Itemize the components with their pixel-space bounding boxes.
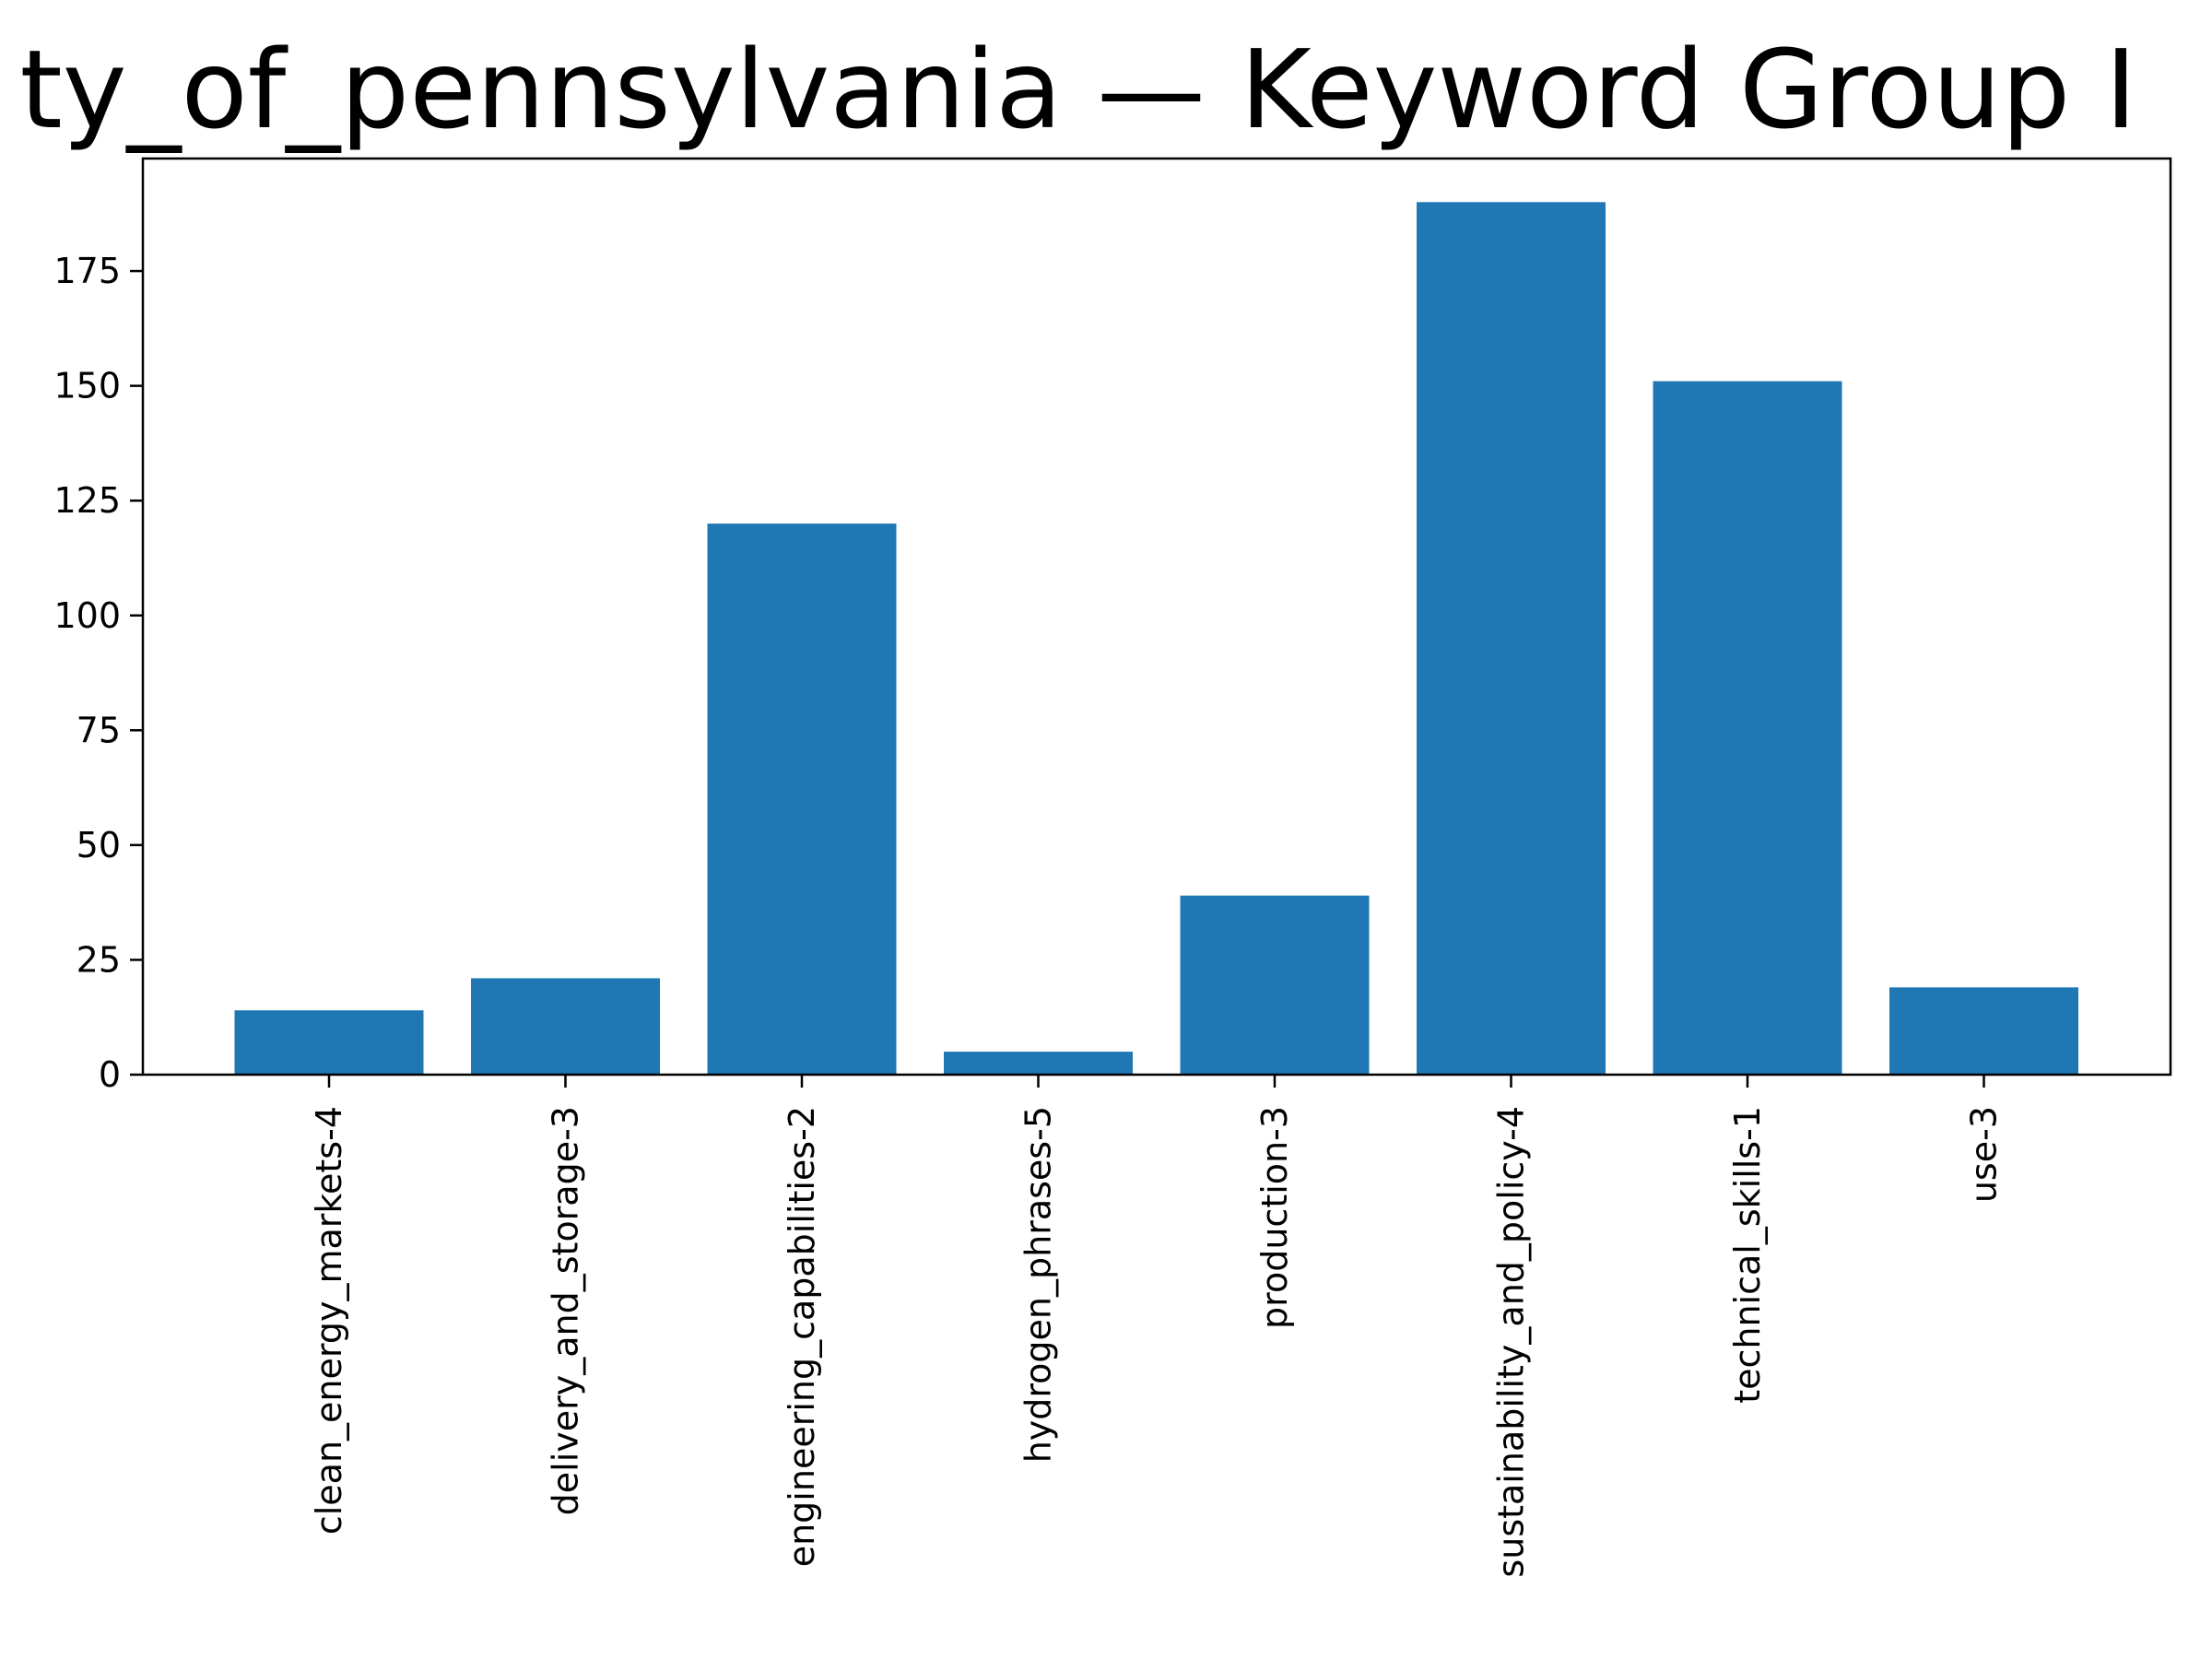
bar-sustainability_and_policy-4 bbox=[1417, 202, 1606, 1076]
y-axis-ticks: 0 25 50 75 100 125 150 175 bbox=[53, 251, 143, 1095]
x-tick-label: hydrogen_phrases-5 bbox=[1018, 1106, 1059, 1463]
bar-hydrogen_phrases-5 bbox=[944, 1052, 1133, 1075]
y-tick-label: 50 bbox=[76, 825, 121, 865]
y-tick-label: 0 bbox=[99, 1054, 121, 1095]
x-tick-label: use-3 bbox=[1964, 1106, 2005, 1203]
bar-clean_energy_markets-4 bbox=[234, 1010, 424, 1075]
y-tick-label: 25 bbox=[76, 939, 121, 980]
plot-frame bbox=[141, 157, 2172, 1077]
bar-engineering_capabilities-2 bbox=[707, 524, 897, 1075]
bar-use-3 bbox=[1889, 987, 2078, 1075]
x-tick-label: engineering_capabilities-2 bbox=[782, 1106, 822, 1567]
bar-delivery_and_storage-3 bbox=[471, 978, 660, 1075]
x-tick-label: sustainability_and_policy-4 bbox=[1491, 1106, 1532, 1578]
bars-group bbox=[234, 202, 2078, 1076]
x-tick-label: delivery_and_storage-3 bbox=[546, 1106, 586, 1515]
bar-production-3 bbox=[1180, 895, 1370, 1075]
y-tick-label: 175 bbox=[53, 251, 121, 291]
bar-technical_skills-1 bbox=[1653, 381, 1842, 1076]
y-tick-label: 100 bbox=[53, 595, 121, 636]
x-axis-ticks: clean_energy_markets-4 delivery_and_stora… bbox=[309, 1075, 2005, 1578]
y-tick-label: 125 bbox=[53, 480, 121, 521]
x-tick-label: production-3 bbox=[1254, 1106, 1295, 1329]
y-tick-label: 75 bbox=[76, 710, 121, 750]
x-tick-label: clean_energy_markets-4 bbox=[309, 1106, 349, 1535]
y-tick-label: 150 bbox=[53, 366, 121, 406]
x-tick-label: technical_skills-1 bbox=[1727, 1106, 1768, 1404]
chart-title: ty_of_pennsylvania — Keyword Group I bbox=[19, 26, 2136, 153]
